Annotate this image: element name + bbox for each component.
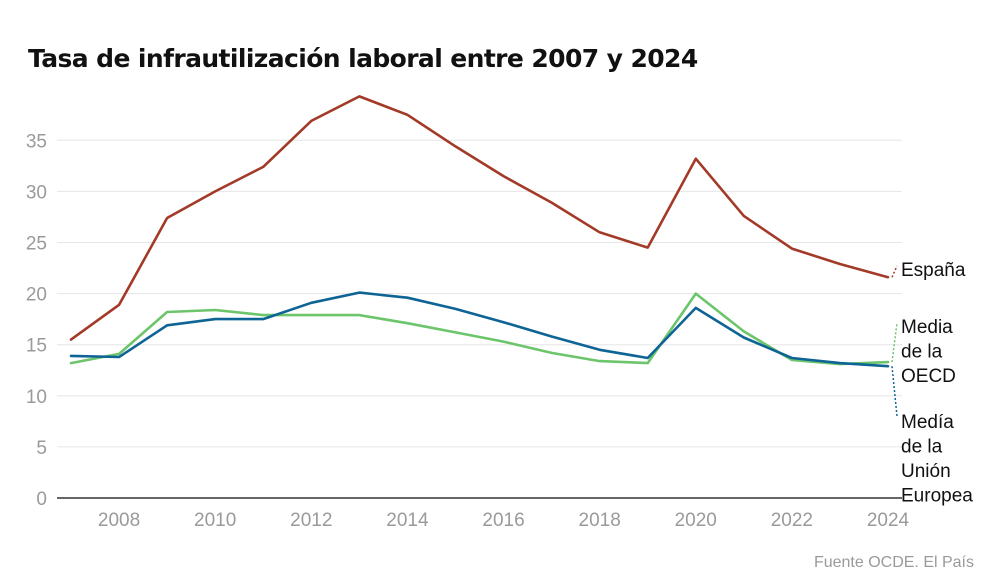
series-line-2 [69,291,890,368]
legend-leader [891,265,898,278]
x-tick-label: 2020 [675,510,717,531]
x-axis-ticks: 2008 2010 2012 2014 2016 2018 2020 2022 2024 [98,510,910,531]
y-tick-label: 5 [36,438,47,459]
legend-label: Europea [901,486,973,507]
x-tick-label: 2024 [867,510,910,531]
legend-leader [891,322,898,363]
y-tick-label: 20 [26,285,47,306]
legend-label: Media [901,317,953,338]
y-tick-label: 10 [26,387,47,408]
legend-label: Unión [901,461,951,482]
source-note: Fuente OCDE. El País [813,554,974,571]
x-tick-label: 2010 [194,510,236,531]
x-tick-label: 2022 [771,510,813,531]
y-tick-label: 30 [26,182,47,203]
legend-label: España [901,260,966,281]
y-tick-label: 15 [26,336,47,357]
chart-title: Tasa de infrautilización laboral entre 2… [28,44,698,73]
series-line-0 [69,95,890,341]
legend-leader [891,366,898,417]
y-tick-label: 25 [26,234,47,255]
legend-label: Medía [901,412,954,433]
x-tick-label: 2014 [386,510,429,531]
legend-label: de la [901,437,943,458]
x-tick-label: 2008 [98,510,140,531]
y-tick-label: 35 [26,131,47,152]
gridlines [57,139,902,499]
x-tick-label: 2012 [290,510,332,531]
y-tick-label: 0 [36,489,47,510]
y-axis-ticks: 0 5 10 15 20 25 30 35 [26,131,47,510]
x-tick-label: 2016 [482,510,524,531]
legend-label: OECD [901,366,956,387]
series-lines [69,95,890,368]
legend-label: de la [901,342,943,363]
x-tick-label: 2018 [579,510,621,531]
legend: España Media de la OECD Medía de la Unión Europ… [891,260,973,507]
series-line-1 [69,292,890,366]
